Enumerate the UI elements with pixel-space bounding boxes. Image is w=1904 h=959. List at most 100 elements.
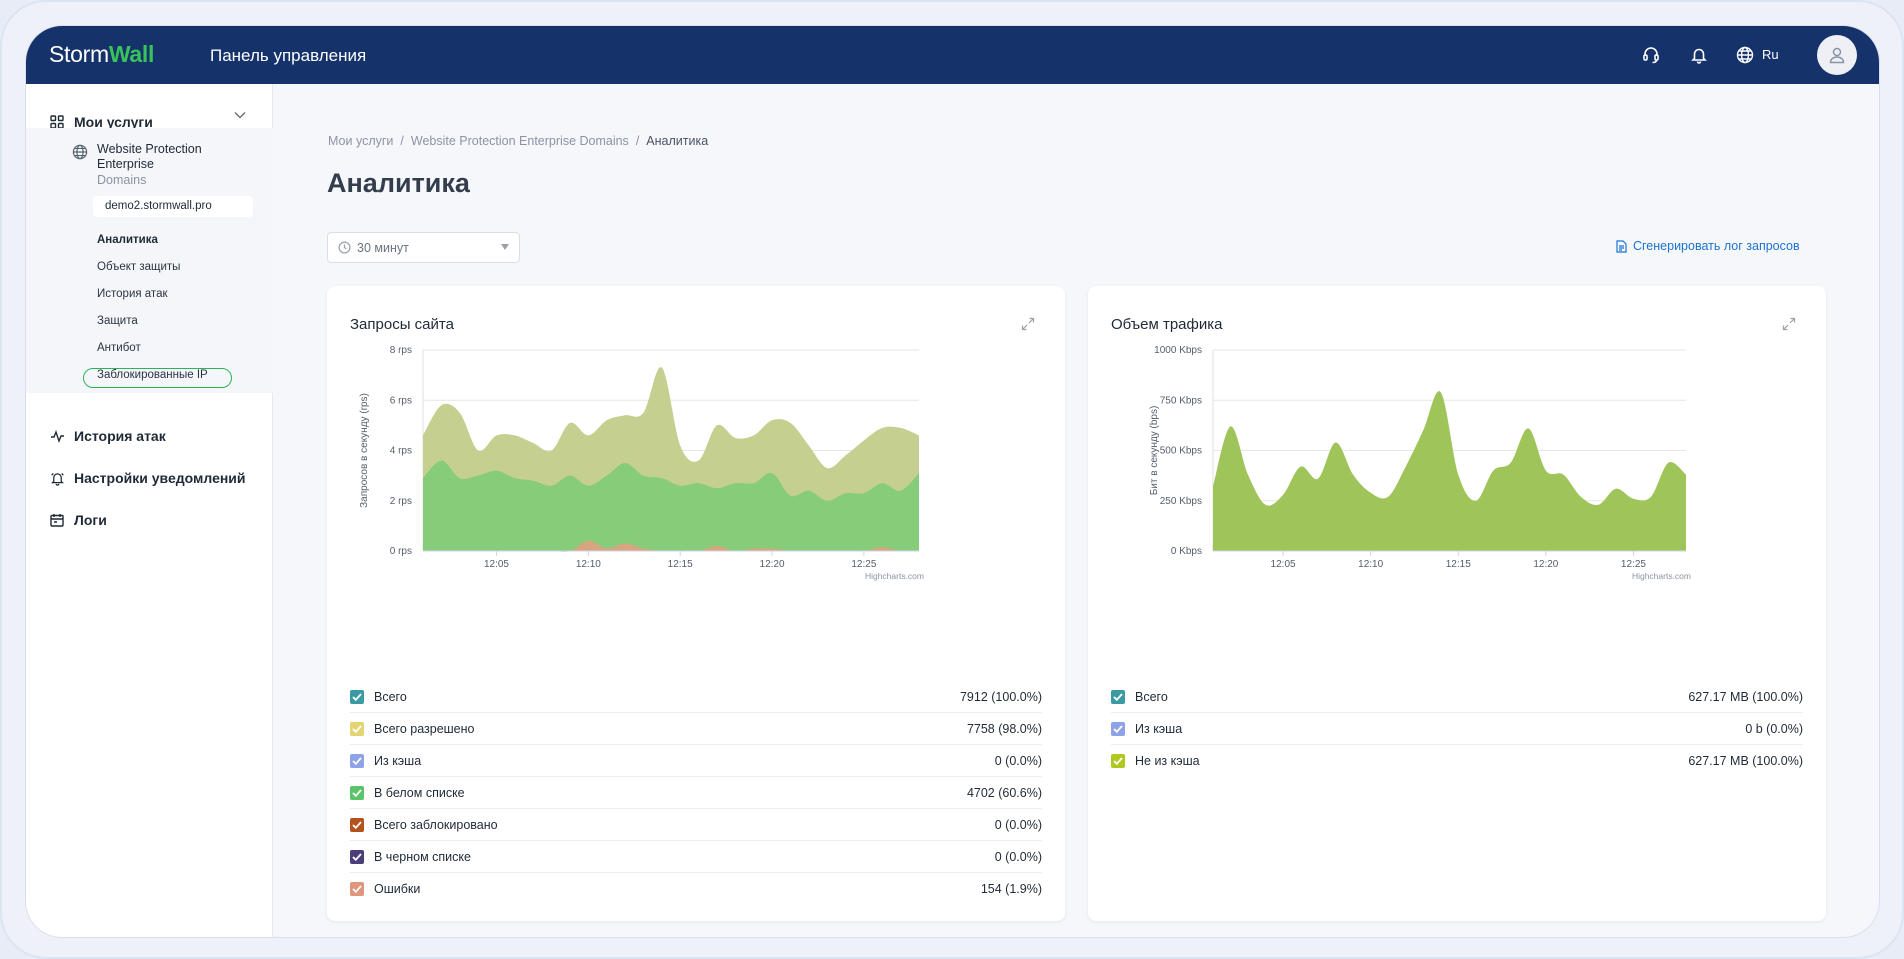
- legend-label: В белом списке: [374, 785, 465, 800]
- legend-item[interactable]: В черном списке 0 (0.0%): [350, 841, 1042, 873]
- legend-label: В черном списке: [374, 849, 471, 864]
- sidebar-item-analytics[interactable]: Аналитика: [97, 234, 158, 246]
- domain-selector[interactable]: demo2.stormwall.pro: [93, 196, 253, 217]
- checkbox-checked-icon[interactable]: [350, 785, 364, 800]
- y-axis-title: Запросов в секунду (rps): [359, 393, 370, 508]
- chevron-down-icon[interactable]: [234, 106, 246, 124]
- caret-down-icon: [501, 244, 509, 250]
- sidebar-item-protection-object[interactable]: Объект защиты: [97, 261, 181, 273]
- legend-label: Из кэша: [1135, 721, 1183, 736]
- nav-my-services[interactable]: Мои услуги: [49, 114, 153, 130]
- legend-value: 627.17 MB (100.0%): [1688, 689, 1803, 704]
- legend-item[interactable]: Из кэша 0 (0.0%): [350, 745, 1042, 777]
- sidebar-item-antibot[interactable]: Антибот: [97, 342, 141, 354]
- series-area: [1213, 391, 1686, 551]
- traffic-legend: Всего 627.17 MB (100.0%) Из кэша 0 b (0.0%)…: [1111, 681, 1803, 777]
- checkbox-checked-icon[interactable]: [1111, 754, 1125, 768]
- globe-icon: [72, 144, 88, 165]
- card-title: Объем трафика: [1111, 316, 1223, 333]
- stormwall-logo[interactable]: StormWall: [49, 41, 155, 67]
- top-header: StormWall Панель управления Ru: [26, 26, 1879, 84]
- sidebar-item-blocked-ip[interactable]: Заблокированные IP: [97, 369, 208, 381]
- panel-title: Панель управления: [210, 46, 367, 65]
- period-select[interactable]: 30 минут: [327, 232, 520, 263]
- bell-icon[interactable]: [1688, 44, 1710, 66]
- nav-attack-history[interactable]: История атак: [49, 428, 166, 444]
- legend-value: 4702 (60.6%): [966, 785, 1042, 800]
- x-tick-label: 12:20: [760, 559, 785, 570]
- legend-item[interactable]: Всего разрешено 7758 (98.0%): [350, 713, 1042, 745]
- legend-value: 0 b (0.0%): [1745, 721, 1803, 736]
- sidebar-item-attack-history[interactable]: История атак: [97, 288, 168, 300]
- checkbox-checked-icon[interactable]: [350, 753, 364, 768]
- checkbox-checked-icon[interactable]: [350, 882, 364, 896]
- sidebar-item-protection[interactable]: Защита: [97, 315, 138, 327]
- y-tick-label: 0 Kbps: [1171, 546, 1202, 557]
- breadcrumb-separator: /: [400, 134, 404, 148]
- requests-chart: 0 rps 2 rps 4 rps 6 rps 8 rps 12:05 12:10 12:15…: [359, 346, 924, 581]
- clock-icon: [338, 241, 351, 257]
- headset-icon[interactable]: [1640, 44, 1662, 66]
- checkbox-checked-icon[interactable]: [1111, 721, 1125, 736]
- x-tick-label: 12:05: [1271, 559, 1296, 570]
- legend-label: Из кэша: [374, 753, 422, 768]
- checkbox-checked-icon[interactable]: [350, 817, 364, 832]
- highlight-ring: [83, 368, 232, 388]
- legend-label: Ошибки: [374, 882, 421, 896]
- language-selector[interactable]: Ru: [1762, 47, 1779, 62]
- traffic-card: Объем трафика 0 Kbps 250 Kbps 500 Kbps 750 …: [1088, 286, 1826, 921]
- x-tick-label: 12:25: [1621, 559, 1646, 570]
- checkbox-checked-icon[interactable]: [1111, 689, 1125, 704]
- y-tick-label: 750 Kbps: [1160, 395, 1202, 406]
- legend-value: 627.17 MB (100.0%): [1688, 754, 1803, 768]
- globe-icon[interactable]: [1734, 44, 1756, 66]
- y-axis-title: Бит в секунду (bps): [1149, 406, 1160, 496]
- x-tick-label: 12:20: [1533, 559, 1558, 570]
- legend-label: Всего заблокировано: [374, 817, 498, 832]
- traffic-chart: 0 Kbps 250 Kbps 500 Kbps 750 Kbps 1000 Kbps 1…: [1149, 346, 1691, 581]
- x-tick-label: 12:10: [576, 559, 601, 570]
- legend-item[interactable]: Не из кэша 627.17 MB (100.0%): [1111, 745, 1803, 777]
- avatar[interactable]: [1817, 35, 1857, 75]
- y-tick-label: 8 rps: [390, 346, 412, 356]
- legend-label: Всего разрешено: [374, 721, 475, 736]
- legend-label: Всего: [374, 689, 407, 704]
- breadcrumb-service[interactable]: Website Protection Enterprise Domains: [410, 134, 629, 148]
- legend-item[interactable]: Ошибки 154 (1.9%): [350, 873, 1042, 905]
- legend-value: 154 (1.9%): [980, 882, 1042, 896]
- x-tick-label: 12:25: [851, 559, 876, 570]
- legend-value: 0 (0.0%): [994, 753, 1042, 768]
- legend-value: 7758 (98.0%): [966, 721, 1042, 736]
- legend-item[interactable]: Всего заблокировано 0 (0.0%): [350, 809, 1042, 841]
- legend-item[interactable]: Всего 627.17 MB (100.0%): [1111, 681, 1803, 713]
- legend-value: 7912 (100.0%): [959, 689, 1042, 704]
- sidebar: Мои услуги Website Protection Enterprise…: [26, 84, 273, 937]
- legend-value: 0 (0.0%): [994, 849, 1042, 864]
- checkbox-checked-icon[interactable]: [350, 849, 364, 864]
- generate-log-link[interactable]: Сгенерировать лог запросов: [1616, 239, 1800, 253]
- expand-icon[interactable]: [1782, 317, 1796, 331]
- expand-icon[interactable]: [1021, 317, 1035, 331]
- legend-label: Всего: [1135, 689, 1168, 704]
- y-tick-label: 6 rps: [390, 395, 412, 406]
- page-title: Аналитика: [327, 168, 470, 198]
- user-icon: [1829, 47, 1845, 64]
- y-tick-label: 500 Kbps: [1160, 446, 1202, 457]
- checkbox-checked-icon[interactable]: [350, 689, 364, 704]
- legend-item[interactable]: Из кэша 0 b (0.0%): [1111, 713, 1803, 745]
- legend-value: 0 (0.0%): [994, 817, 1042, 832]
- legend-item[interactable]: Всего 7912 (100.0%): [350, 681, 1042, 713]
- pulse-icon: [49, 428, 65, 444]
- x-tick-label: 12:10: [1358, 559, 1383, 570]
- breadcrumb-my-services[interactable]: Мои услуги: [328, 134, 394, 148]
- nav-logs[interactable]: Логи: [49, 512, 107, 528]
- checkbox-checked-icon[interactable]: [350, 721, 364, 736]
- service-name[interactable]: Website Protection Enterprise: [97, 142, 202, 171]
- legend-item[interactable]: В белом списке 4702 (60.6%): [350, 777, 1042, 809]
- requests-legend: Всего 7912 (100.0%) Всего разрешено 7758 (9…: [350, 681, 1042, 905]
- y-tick-label: 1000 Kbps: [1154, 346, 1202, 356]
- nav-notification-settings[interactable]: Настройки уведомлений: [49, 470, 246, 486]
- highcharts-credit: Highcharts.com: [865, 571, 924, 581]
- y-tick-label: 4 rps: [390, 446, 412, 457]
- x-tick-label: 12:15: [668, 559, 693, 570]
